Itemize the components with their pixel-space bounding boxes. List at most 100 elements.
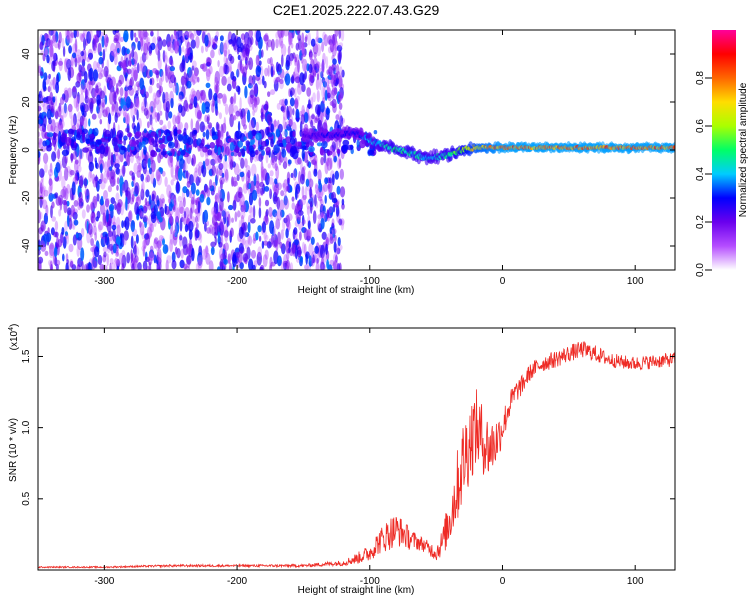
noise-blob xyxy=(136,155,141,165)
noise-blob xyxy=(178,233,183,247)
noise-blob xyxy=(63,89,69,103)
noise-blob xyxy=(227,253,232,264)
noise-blob xyxy=(184,223,189,233)
noise-blob xyxy=(297,157,302,165)
noise-blob xyxy=(131,41,136,51)
band-blob xyxy=(160,151,167,156)
noise-blob xyxy=(329,101,335,106)
noise-blob xyxy=(116,224,121,236)
noise-blob xyxy=(38,138,44,151)
spectrogram-y-tick-label: 40 xyxy=(21,48,32,60)
noise-blob xyxy=(113,53,118,66)
noise-blob xyxy=(266,113,271,123)
noise-blob xyxy=(68,243,74,253)
spectrogram-heatmap xyxy=(38,30,675,270)
noise-blob xyxy=(283,195,288,206)
noise-blob xyxy=(188,93,193,104)
noise-blob xyxy=(185,170,189,179)
noise-blob xyxy=(280,43,287,57)
colorbar-tick-label: 0.8 xyxy=(695,71,706,85)
noise-blob xyxy=(110,42,116,56)
noise-blob xyxy=(310,236,315,245)
noise-blob xyxy=(73,219,79,226)
band-blob xyxy=(42,140,47,147)
noise-blob xyxy=(143,42,149,56)
noise-blob xyxy=(68,45,72,54)
noise-blob xyxy=(71,181,76,196)
noise-blob xyxy=(320,217,325,230)
noise-blob xyxy=(326,259,329,269)
noise-blob xyxy=(159,86,163,94)
noise-blob xyxy=(38,131,41,138)
noise-blob xyxy=(46,54,50,64)
noise-blob xyxy=(208,88,213,101)
noise-blob xyxy=(317,169,322,182)
noise-blob xyxy=(315,261,320,270)
noise-blob xyxy=(331,173,335,186)
noise-blob xyxy=(223,64,230,75)
noise-blob xyxy=(242,116,246,125)
snr-series-line xyxy=(38,341,675,570)
spectrogram-x-tick-label: -200 xyxy=(227,276,247,287)
noise-blob xyxy=(214,35,219,42)
noise-blob xyxy=(50,42,53,56)
noise-blob xyxy=(276,102,281,110)
noise-blob xyxy=(325,107,331,115)
noise-blob xyxy=(47,227,50,234)
noise-blob xyxy=(164,91,169,101)
noise-blob xyxy=(316,73,320,81)
noise-blob xyxy=(195,164,200,173)
noise-blob xyxy=(241,238,245,246)
noise-blob xyxy=(111,224,117,231)
noise-blob xyxy=(74,38,78,53)
noise-blob xyxy=(255,30,262,43)
noise-blob xyxy=(83,103,89,113)
noise-blob xyxy=(190,39,196,49)
noise-blob xyxy=(260,111,264,122)
noise-blob xyxy=(302,165,306,172)
band-blob xyxy=(180,149,186,156)
noise-blob xyxy=(42,101,49,113)
noise-blob xyxy=(197,110,202,120)
noise-blob xyxy=(64,187,69,201)
band-blob xyxy=(182,135,188,145)
noise-blob xyxy=(100,179,106,190)
noise-blob xyxy=(316,258,319,264)
band-blob xyxy=(308,145,315,153)
noise-blob xyxy=(229,159,234,171)
noise-blob xyxy=(80,66,86,77)
noise-blob xyxy=(150,159,156,173)
noise-blob xyxy=(233,115,237,121)
noise-blob xyxy=(110,105,115,117)
noise-blob xyxy=(150,42,156,51)
noise-blob xyxy=(65,233,68,240)
noise-blob xyxy=(174,246,178,255)
band-blob xyxy=(316,142,322,147)
noise-blob xyxy=(74,175,79,185)
band-blob xyxy=(141,140,146,148)
noise-blob xyxy=(77,56,81,67)
noise-blob xyxy=(114,112,118,123)
noise-blob xyxy=(55,162,61,173)
noise-blob xyxy=(329,34,334,48)
noise-blob xyxy=(197,259,203,269)
noise-blob xyxy=(219,35,224,42)
noise-blob xyxy=(167,120,172,130)
noise-blob xyxy=(40,178,44,193)
noise-blob xyxy=(321,59,325,73)
noise-blob xyxy=(223,258,228,265)
noise-blob xyxy=(319,77,322,91)
noise-blob xyxy=(270,89,276,95)
noise-blob xyxy=(237,210,241,218)
noise-blob xyxy=(149,69,153,77)
noise-blob xyxy=(115,258,121,268)
noise-blob xyxy=(133,246,140,257)
band-blob xyxy=(82,132,85,141)
noise-blob xyxy=(305,253,309,265)
noise-blob xyxy=(89,101,94,114)
noise-blob xyxy=(263,240,269,246)
noise-blob xyxy=(89,30,93,41)
noise-blob xyxy=(218,99,221,105)
noise-blob xyxy=(43,115,47,128)
noise-blob xyxy=(176,160,180,169)
